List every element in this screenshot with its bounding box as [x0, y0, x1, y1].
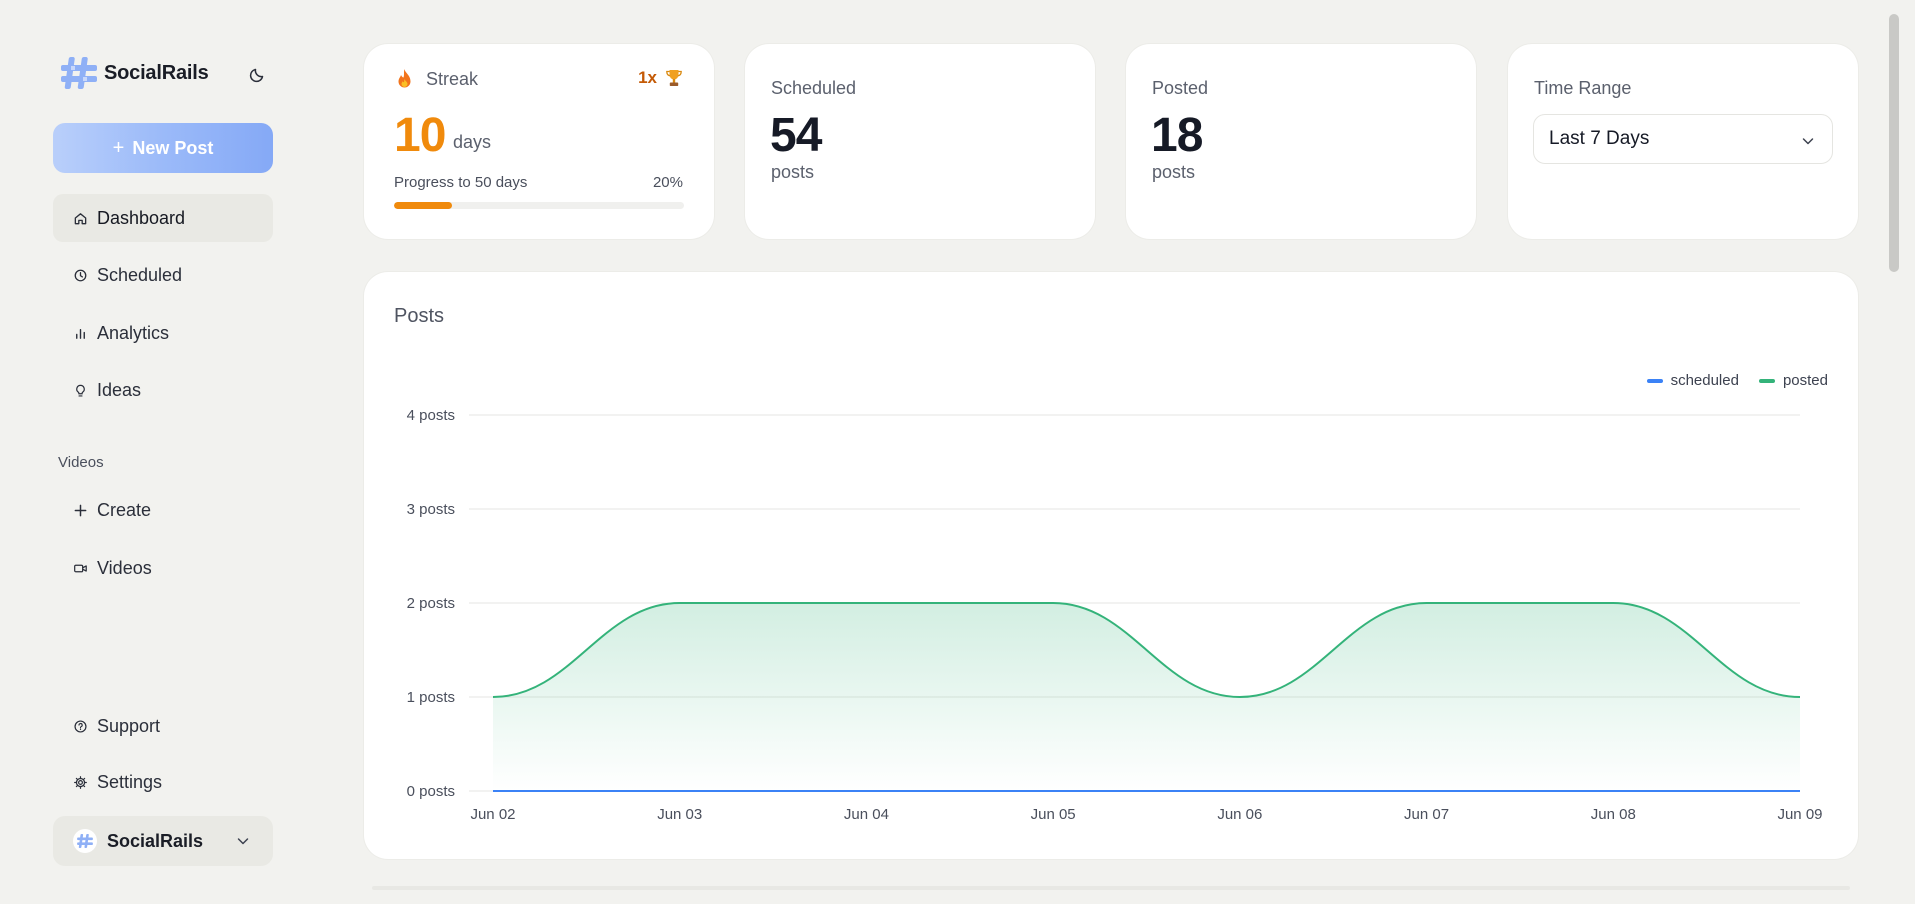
y-tick-label: 1 posts — [407, 689, 455, 706]
x-tick-label: Jun 09 — [1777, 806, 1822, 823]
streak-label: Streak — [426, 68, 479, 89]
brand-name: SocialRails — [104, 61, 209, 84]
sidebar-item-label: Scheduled — [97, 264, 183, 285]
time-range-label: Time Range — [1534, 78, 1632, 98]
time-range-value: Last 7 Days — [1549, 128, 1650, 149]
x-tick-label: Jun 02 — [470, 806, 515, 823]
clock-icon — [74, 269, 87, 281]
next-section-edge — [372, 886, 1850, 890]
streak-days-unit: days — [453, 132, 492, 152]
posts-chart-card: Posts scheduled posted 0 posts 1 posts 2 p… — [364, 272, 1858, 859]
y-tick-label: 0 posts — [407, 783, 455, 800]
fire-icon — [398, 69, 411, 88]
y-tick-label: 3 posts — [407, 501, 455, 518]
legend-label: scheduled — [1670, 372, 1739, 389]
streak-header: Streak — [395, 68, 478, 90]
brand[interactable]: SocialRails — [61, 57, 209, 89]
sidebar-item-scheduled[interactable]: Scheduled — [53, 251, 273, 299]
streak-progress-percent: 20% — [652, 174, 683, 191]
gear-icon — [74, 775, 87, 789]
streak-multiplier: 1x — [638, 68, 683, 88]
plus-icon — [74, 504, 87, 516]
multiplier-value: 1x — [638, 68, 657, 87]
sidebar-item-label: Ideas — [97, 379, 142, 400]
sidebar-item-videos[interactable]: Videos — [53, 544, 273, 592]
sidebar-item-support[interactable]: Support — [53, 702, 273, 750]
time-range-card: Time Range Last 7 Days — [1508, 44, 1858, 239]
scrollbar-thumb[interactable] — [1889, 14, 1899, 272]
legend-item-scheduled[interactable]: scheduled — [1646, 372, 1739, 389]
x-tick-label: Jun 03 — [657, 806, 702, 823]
videos-section-label: Videos — [58, 454, 104, 471]
account-name: SocialRails — [107, 830, 204, 851]
scheduled-value: 54 — [770, 109, 822, 162]
scheduled-label: Scheduled — [771, 78, 857, 98]
home-icon — [74, 212, 87, 224]
moon-icon[interactable] — [248, 64, 268, 84]
sidebar-item-dashboard[interactable]: Dashboard — [53, 194, 273, 242]
streak-progress-fill — [394, 202, 452, 209]
account-switcher[interactable]: SocialRails — [53, 816, 273, 866]
streak-days-value: 10 — [394, 109, 446, 162]
legend-label: posted — [1782, 372, 1828, 389]
y-tick-label: 2 posts — [407, 595, 455, 612]
streak-progress-label: Progress to 50 days — [394, 174, 528, 191]
trophy-icon — [666, 70, 682, 86]
lightbulb-icon — [76, 384, 85, 397]
streak-card: Streak 1x 10 days Progress to 50 days 20… — [364, 44, 714, 239]
posted-label: Posted — [1152, 78, 1209, 98]
new-post-label: New Post — [132, 137, 214, 158]
sidebar-item-label: Support — [97, 715, 161, 736]
x-tick-label: Jun 08 — [1591, 806, 1636, 823]
posted-card: Posted 18 posts — [1126, 44, 1476, 239]
video-camera-icon — [74, 564, 87, 572]
plus-icon: + — [112, 136, 125, 159]
new-post-button[interactable]: + New Post — [53, 123, 273, 173]
avatar — [73, 829, 97, 853]
sidebar: SocialRails + New Post Dashboard Schedul… — [0, 0, 320, 904]
chart-legend: scheduled posted — [1646, 372, 1828, 389]
sidebar-item-label: Create — [97, 499, 152, 520]
scheduled-unit: posts — [771, 162, 815, 182]
x-tick-label: Jun 06 — [1217, 806, 1262, 823]
sidebar-item-ideas[interactable]: Ideas — [53, 366, 273, 414]
chevron-down-icon — [1802, 138, 1814, 145]
socialrails-logo-icon — [61, 57, 97, 89]
posted-series-line — [492, 602, 1801, 699]
sidebar-item-label: Videos — [97, 557, 152, 578]
x-tick-label: Jun 05 — [1031, 806, 1076, 823]
sidebar-item-settings[interactable]: Settings — [53, 758, 273, 806]
posts-area-chart[interactable]: 0 posts 1 posts 2 posts 3 posts 4 posts Jun 0… — [364, 272, 1858, 859]
posted-value: 18 — [1151, 109, 1203, 162]
sidebar-item-label: Analytics — [97, 322, 170, 343]
posted-series-area — [493, 603, 1800, 791]
bar-chart-icon — [76, 328, 85, 339]
chart-title: Posts — [394, 305, 445, 327]
socialrails-logo-icon — [77, 834, 93, 848]
posted-unit: posts — [1152, 162, 1196, 182]
streak-progress-bar — [394, 202, 684, 209]
sidebar-item-create[interactable]: Create — [53, 486, 273, 534]
x-tick-label: Jun 07 — [1404, 806, 1449, 823]
time-range-select[interactable]: Last 7 Days — [1533, 114, 1833, 164]
scheduled-card: Scheduled 54 posts — [745, 44, 1095, 239]
sidebar-item-label: Settings — [97, 771, 163, 792]
chevron-down-icon — [237, 838, 249, 845]
legend-swatch — [1646, 378, 1663, 383]
legend-item-posted[interactable]: posted — [1758, 372, 1828, 389]
help-circle-icon — [74, 719, 87, 733]
y-tick-label: 4 posts — [407, 407, 455, 424]
x-tick-label: Jun 04 — [844, 806, 889, 823]
legend-swatch — [1758, 378, 1775, 383]
sidebar-item-label: Dashboard — [97, 207, 186, 228]
sidebar-item-analytics[interactable]: Analytics — [53, 309, 273, 357]
